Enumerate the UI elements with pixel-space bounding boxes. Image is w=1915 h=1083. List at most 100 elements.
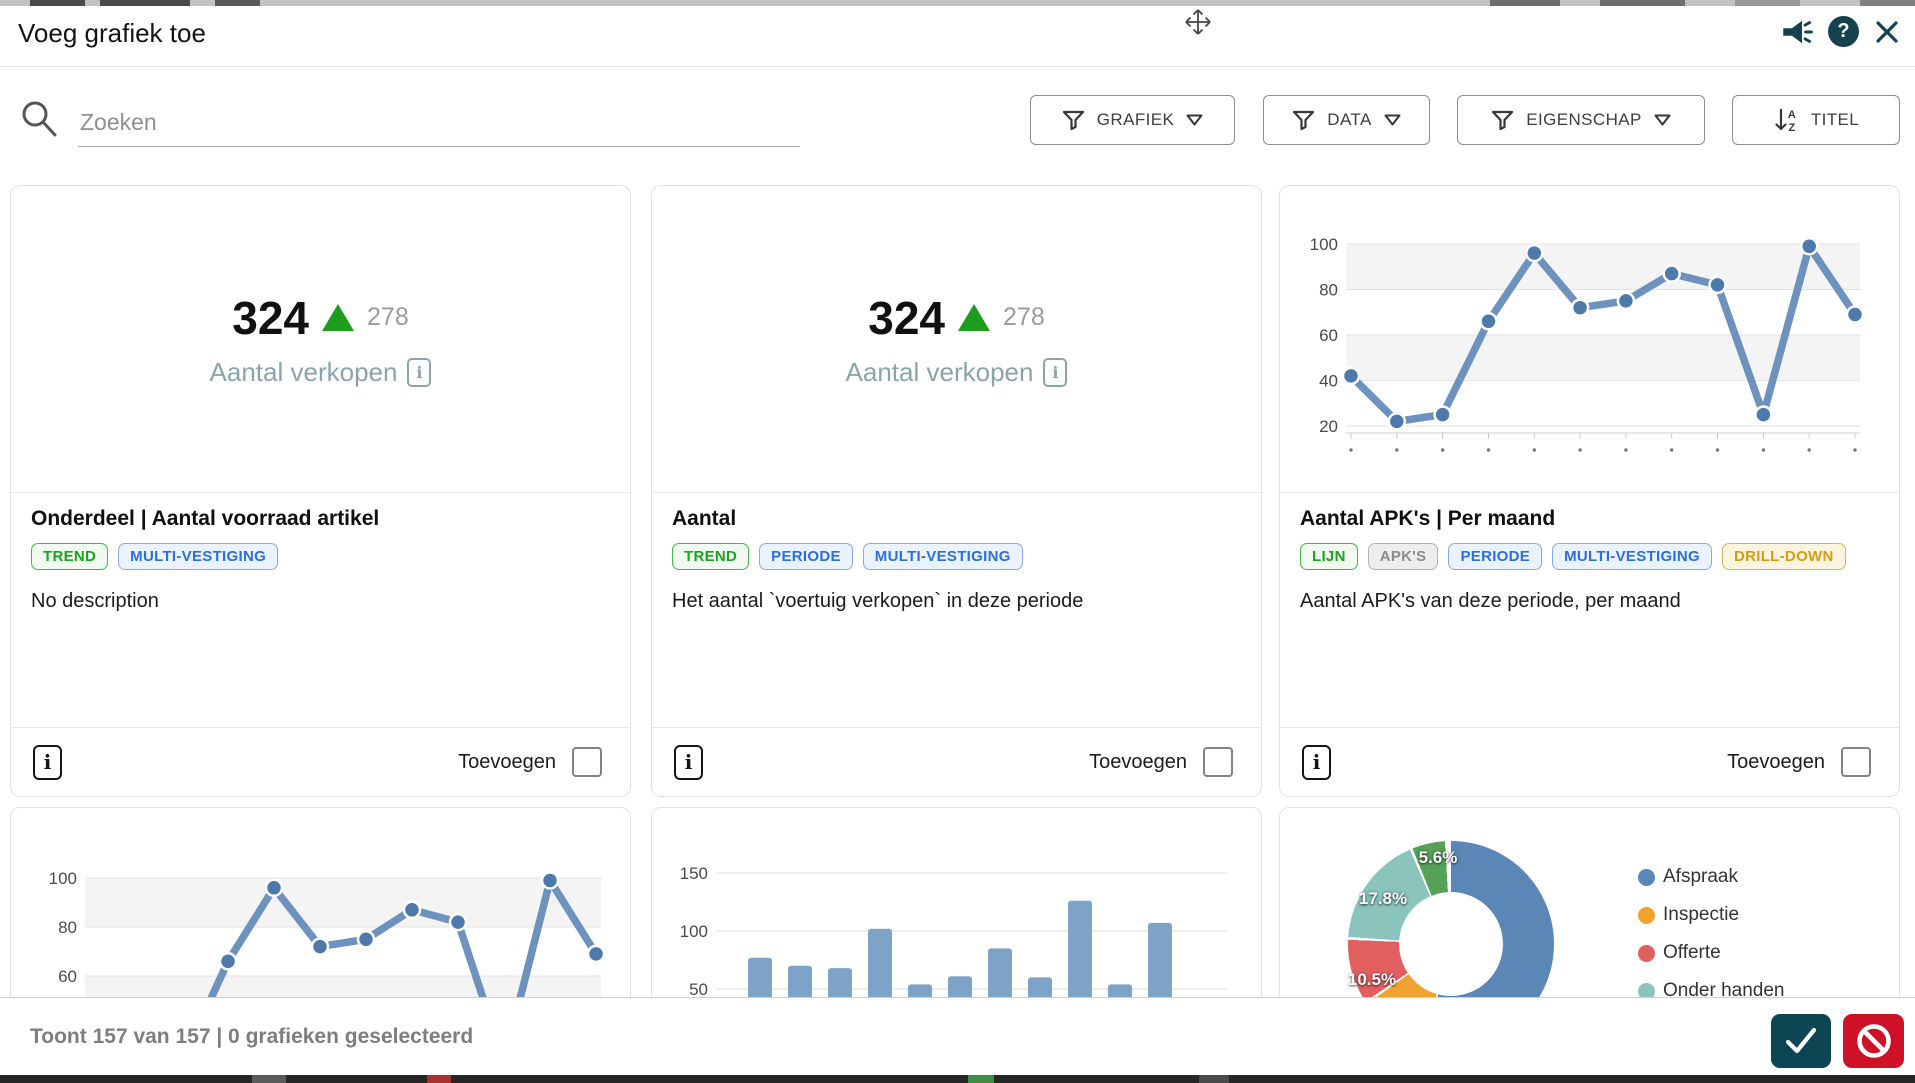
pie-slice-label: 5.6%: [1418, 848, 1458, 867]
background-page-top-strip: [0, 0, 1915, 6]
background-page-bottom-strip: [0, 1075, 1915, 1083]
legend-item: Onder handen: [1638, 980, 1785, 997]
legend-label: Onder handen: [1663, 980, 1785, 997]
svg-text:Z: Z: [1788, 122, 1795, 133]
prohibition-icon: [1856, 1024, 1891, 1058]
info-icon[interactable]: i: [1302, 744, 1331, 780]
chart-card-donut-bottom[interactable]: 5.6% 17.8% 10.5% Afspraak Inspectie Offert…: [1279, 807, 1900, 997]
info-icon: i: [407, 357, 432, 387]
sort-alpha-icon: A Z: [1775, 108, 1796, 133]
svg-text:20: 20: [1319, 417, 1338, 436]
badge-periode: PERIODE: [759, 543, 853, 570]
kpi-delta: 278: [1003, 303, 1045, 331]
add-chart-dialog: Voeg grafiek toe ? GRAFIE: [0, 6, 1915, 1076]
card-description: Het aantal `voertuig verkopen` in deze p…: [672, 590, 1084, 612]
svg-text:100: 100: [680, 922, 708, 941]
card-title: Onderdeel | Aantal voorraad artikel: [31, 507, 380, 530]
toevoegen-checkbox[interactable]: [1841, 747, 1871, 777]
chevron-down-icon: [1186, 114, 1203, 126]
chevron-down-icon: [1654, 114, 1671, 126]
svg-text:150: 150: [680, 864, 708, 883]
announcement-icon[interactable]: [1780, 17, 1814, 47]
badge-multi-vestiging: MULTI-VESTIGING: [862, 543, 1023, 570]
card-preview: 324 278 Aantal verkopen i: [11, 186, 630, 492]
card-footer: i Toevoegen: [652, 727, 1261, 796]
kpi-subtitle: Aantal verkopen: [845, 356, 1034, 387]
selection-status: Toont 157 van 157 | 0 grafieken geselect…: [30, 1025, 474, 1048]
card-preview: 20 40 60 80 100: [1280, 186, 1901, 492]
filter-data-button[interactable]: DATA: [1263, 95, 1430, 145]
legend-label: Offerte: [1663, 942, 1721, 963]
filter-eigenschap-button[interactable]: EIGENSCHAP: [1457, 95, 1705, 145]
line-chart: 60 80 100: [49, 869, 606, 997]
bar-chart: 50 100 150: [680, 864, 1227, 997]
filter-data-label: DATA: [1327, 110, 1372, 129]
info-icon[interactable]: i: [33, 744, 62, 780]
svg-text:60: 60: [58, 967, 77, 986]
filter-grafiek-button[interactable]: GRAFIEK: [1030, 95, 1235, 145]
svg-text:A: A: [1788, 109, 1796, 121]
sort-titel-button[interactable]: A Z TITEL: [1732, 95, 1900, 145]
chart-card-line-bottom[interactable]: 60 80 100: [10, 807, 631, 997]
kpi-value: 324: [232, 291, 310, 344]
legend-dot: [1638, 944, 1655, 962]
move-icon[interactable]: [1182, 6, 1214, 38]
close-icon[interactable]: [1873, 18, 1901, 46]
card-divider: [11, 492, 630, 493]
legend-label: Afspraak: [1663, 866, 1738, 887]
info-icon[interactable]: i: [674, 744, 703, 780]
badge-lijn: LIJN: [1300, 543, 1358, 570]
toevoegen-label: Toevoegen: [1727, 750, 1825, 773]
card-description: No description: [31, 590, 159, 612]
toevoegen-checkbox[interactable]: [1203, 747, 1233, 777]
legend-item: Inspectie: [1638, 904, 1785, 926]
chart-card-aantal-apks-per-maand[interactable]: 20 40 60 80 100 Aantal APK's | Per maand LIJ…: [1279, 185, 1900, 797]
help-icon[interactable]: ?: [1828, 16, 1859, 47]
card-title: Aantal: [672, 507, 737, 530]
dialog-title: Voeg grafiek toe: [18, 18, 206, 48]
toevoegen-checkbox[interactable]: [572, 747, 602, 777]
card-footer: i Toevoegen: [11, 727, 630, 796]
svg-text:100: 100: [49, 869, 77, 888]
checkmark-icon: [1785, 1027, 1817, 1054]
cancel-button[interactable]: [1843, 1014, 1904, 1068]
info-icon: i: [1043, 357, 1068, 387]
badge-apk-s: APK'S: [1367, 543, 1439, 570]
filter-grafiek-label: GRAFIEK: [1096, 110, 1175, 129]
card-preview: 324 278 Aantal verkopen i: [652, 186, 1261, 492]
chart-card-aantal[interactable]: 324 278 Aantal verkopen i Aantal TREND PE…: [651, 185, 1262, 797]
trend-up-icon: [322, 304, 355, 331]
line-chart: 20 40 60 80 100: [1310, 235, 1865, 452]
badge-trend: TREND: [31, 543, 109, 570]
search-icon: [22, 101, 57, 137]
cards-grid: 324 278 Aantal verkopen i Onderdeel | Aa…: [0, 160, 1915, 997]
search-input[interactable]: [78, 98, 800, 147]
funnel-icon: [1062, 110, 1084, 130]
legend-item: Offerte: [1638, 942, 1785, 964]
badge-multi-vestiging: MULTI-VESTIGING: [118, 543, 279, 570]
legend-item: Afspraak: [1638, 866, 1785, 888]
sort-titel-label: TITEL: [1810, 110, 1860, 129]
badge-periode: PERIODE: [1448, 543, 1543, 570]
card-description: Aantal APK's van deze periode, per maand: [1300, 590, 1681, 612]
donut-hole: [1399, 892, 1503, 996]
svg-text:50: 50: [689, 980, 708, 997]
badge-row: TREND PERIODE MULTI-VESTIGING: [672, 543, 1241, 570]
chevron-down-icon: [1384, 114, 1401, 126]
svg-text:80: 80: [58, 918, 77, 937]
legend-dot: [1638, 982, 1655, 997]
badge-drill-down: DRILL-DOWN: [1721, 543, 1846, 570]
legend-label: Inspectie: [1663, 904, 1740, 925]
card-title: Aantal APK's | Per maand: [1300, 507, 1556, 530]
kpi-value: 324: [868, 291, 946, 344]
badge-row: LIJN APK'S PERIODE MULTI-VESTIGING DRILL-DOW…: [1300, 543, 1879, 570]
badge-trend: TREND: [672, 543, 750, 570]
confirm-button[interactable]: [1771, 1014, 1831, 1068]
toevoegen-label: Toevoegen: [458, 750, 556, 773]
badge-row: TREND MULTI-VESTIGING: [31, 543, 610, 570]
chart-card-bar-bottom[interactable]: 50 100 150: [651, 807, 1262, 997]
chart-card-onderdeel-aantal-voorraad-artikel[interactable]: 324 278 Aantal verkopen i Onderdeel | Aa…: [10, 185, 631, 797]
svg-text:60: 60: [1319, 326, 1338, 345]
funnel-icon: [1492, 110, 1514, 130]
